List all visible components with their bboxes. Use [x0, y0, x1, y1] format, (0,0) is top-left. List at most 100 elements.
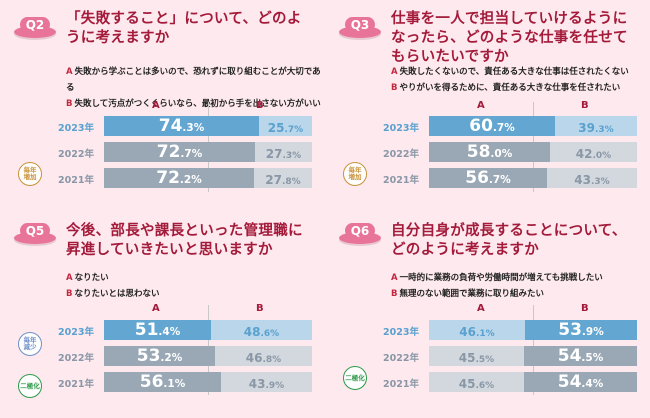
- bar-segment-b: 48.6%: [211, 320, 312, 340]
- question-panel-q6: Q6 自分自身が成長することについて、どのように考えますか A 一時的に業務の負荷や労…: [325, 206, 650, 415]
- answer-option-b: B 失敗して汚点がつくくらいなら、最初から手を出さない方がいい: [66, 96, 325, 112]
- bar-segment-a: 51.4%: [104, 320, 211, 340]
- option-text: 失敗したくないので、責任ある大きな仕事は任されたくない: [399, 67, 629, 77]
- option-text: 失敗して汚点がつくくらいなら、最初から手を出さない方がいい: [74, 99, 321, 109]
- svg-text:Q5: Q5: [26, 224, 45, 238]
- svg-text:Q6: Q6: [351, 224, 370, 238]
- option-key: A: [66, 273, 73, 283]
- bar-value-label: 43.9%: [248, 376, 285, 391]
- bar-value-label: 54.4%: [557, 372, 604, 392]
- bar-segment-b: 39.3%: [555, 116, 637, 136]
- bar-value-label: 58.0%: [466, 142, 513, 162]
- column-header-a: A: [152, 303, 160, 314]
- bar-value-label: 74.3%: [158, 116, 205, 136]
- question-panel-q3: Q3 仕事を一人で担当していけるようになったら、どのような仕事を任せてもらいたいで…: [325, 0, 650, 209]
- question-panel-q2: Q2 「失敗すること」について、どのように考えますか A 失敗から学ぶことは多いので、…: [0, 0, 325, 209]
- stamp-badge-decrease: 毎年 減少: [18, 332, 42, 356]
- answer-options-legend: A なりたい B なりたいとは思わない: [66, 270, 160, 302]
- option-key: A: [66, 67, 73, 77]
- bar-value-label: 56.7%: [465, 168, 511, 188]
- question-number-badge-icon: Q2: [12, 12, 58, 42]
- answer-option-a: A なりたい: [66, 270, 160, 286]
- bar-value-label: 53.2%: [136, 346, 183, 366]
- option-text: やりがいを得るために、責任ある大きな仕事を任されたい: [399, 83, 621, 93]
- bar-segment-b: 27.3%: [255, 142, 312, 162]
- option-key: B: [391, 83, 398, 93]
- bar-segment-a: 45.5%: [429, 346, 524, 366]
- column-header-a: A: [152, 100, 160, 111]
- bar-value-label: 27.3%: [265, 146, 302, 161]
- svg-text:Q2: Q2: [26, 18, 45, 32]
- answer-options-legend: A 失敗から学ぶことは多いので、恐れずに取り組むことが大切である B 失敗して汚点がつ…: [66, 64, 325, 112]
- answer-options-legend: A 失敗したくないので、責任ある大きな仕事は任されたくない B やりがいを得るために、…: [391, 64, 629, 96]
- question-panel-q5: Q5 今後、部長や課長といった管理職に昇進していきたいと思いますか A なりたい B なり…: [0, 206, 325, 415]
- bar-value-label: 60.7%: [469, 116, 515, 136]
- stamp-badge-polarize: 二極化: [343, 366, 367, 390]
- option-text: 無理のない範囲で業務に取り組みたい: [399, 289, 544, 299]
- column-header-a: A: [477, 100, 485, 111]
- bar-segment-b: 43.9%: [221, 372, 312, 392]
- bar-segment-a: 72.2%: [104, 168, 254, 188]
- answer-option-b: B なりたいとは思わない: [66, 286, 160, 302]
- question-number-badge-icon: Q6: [337, 218, 383, 248]
- bar-segment-b: 43.3%: [547, 168, 637, 188]
- answer-option-a: A 失敗したくないので、責任ある大きな仕事は任されたくない: [391, 64, 629, 80]
- bar-value-label: 56.1%: [139, 372, 186, 392]
- bar-segment-a: 46.1%: [429, 320, 525, 340]
- bar-value-label: 27.8%: [265, 172, 301, 187]
- bar-value-label: 53.9%: [558, 320, 604, 340]
- bar-segment-a: 53.2%: [104, 346, 215, 366]
- bar-segment-a: 56.1%: [104, 372, 221, 392]
- answer-option-b: B やりがいを得るために、責任ある大きな仕事を任されたい: [391, 80, 629, 96]
- year-label: 2022年: [383, 353, 419, 364]
- bar-segment-a: 74.3%: [104, 116, 259, 136]
- bar-segment-b: 54.4%: [524, 372, 637, 392]
- bar-segment-b: 53.9%: [525, 320, 637, 340]
- bar-value-label: 72.7%: [156, 142, 203, 162]
- option-key: A: [391, 67, 398, 77]
- year-label: 2021年: [58, 379, 94, 390]
- year-label: 2023年: [58, 123, 94, 134]
- bar-value-label: 45.5%: [458, 350, 495, 365]
- bar-segment-b: 25.7%: [259, 116, 312, 136]
- year-label: 2022年: [58, 149, 94, 160]
- year-label: 2021年: [383, 175, 419, 186]
- answer-options-legend: A 一時的に業務の負荷や労働時間が増えても挑戦したい B 無理のない範囲で業務に取り組…: [391, 270, 603, 302]
- bar-segment-a: 56.7%: [429, 168, 547, 188]
- bar-segment-a: 72.7%: [104, 142, 255, 162]
- bar-value-label: 45.6%: [458, 376, 495, 391]
- option-key: B: [66, 289, 73, 299]
- option-key: B: [66, 99, 73, 109]
- bar-segment-a: 60.7%: [429, 116, 555, 136]
- option-text: 失敗から学ぶことは多いので、恐れずに取り組むことが大切である: [66, 67, 321, 93]
- bar-value-label: 48.6%: [243, 324, 280, 339]
- column-header-b: B: [256, 303, 264, 314]
- bar-value-label: 42.0%: [575, 146, 612, 161]
- stamp-badge-polarize: 二極化: [18, 374, 42, 398]
- year-label: 2022年: [58, 353, 94, 364]
- option-key: B: [391, 289, 398, 299]
- year-label: 2023年: [58, 327, 94, 338]
- option-key: A: [391, 273, 398, 283]
- answer-option-a: A 一時的に業務の負荷や労働時間が増えても挑戦したい: [391, 270, 603, 286]
- bar-segment-b: 54.5%: [524, 346, 637, 366]
- option-text: なりたいとは思わない: [74, 289, 160, 299]
- column-header-b: B: [581, 303, 589, 314]
- bar-value-label: 46.1%: [459, 324, 495, 339]
- year-label: 2023年: [383, 327, 419, 338]
- option-text: なりたい: [74, 273, 109, 283]
- column-header-a: A: [477, 303, 485, 314]
- stamp-badge-increase: 毎年 増加: [343, 162, 367, 186]
- year-label: 2021年: [383, 379, 419, 390]
- bar-segment-a: 45.6%: [429, 372, 524, 392]
- bar-value-label: 43.3%: [574, 172, 610, 187]
- bar-value-label: 51.4%: [134, 320, 181, 340]
- bar-segment-a: 58.0%: [429, 142, 550, 162]
- question-title: 自分自身が成長することについて、どのように考えますか: [391, 223, 627, 258]
- year-label: 2022年: [383, 149, 419, 160]
- bar-segment-b: 27.8%: [254, 168, 312, 188]
- bar-value-label: 72.2%: [156, 168, 202, 188]
- question-number-badge-icon: Q3: [337, 12, 383, 42]
- stamp-badge-increase: 毎年 増加: [18, 162, 42, 186]
- question-title: 今後、部長や課長といった管理職に昇進していきたいと思いますか: [66, 223, 303, 258]
